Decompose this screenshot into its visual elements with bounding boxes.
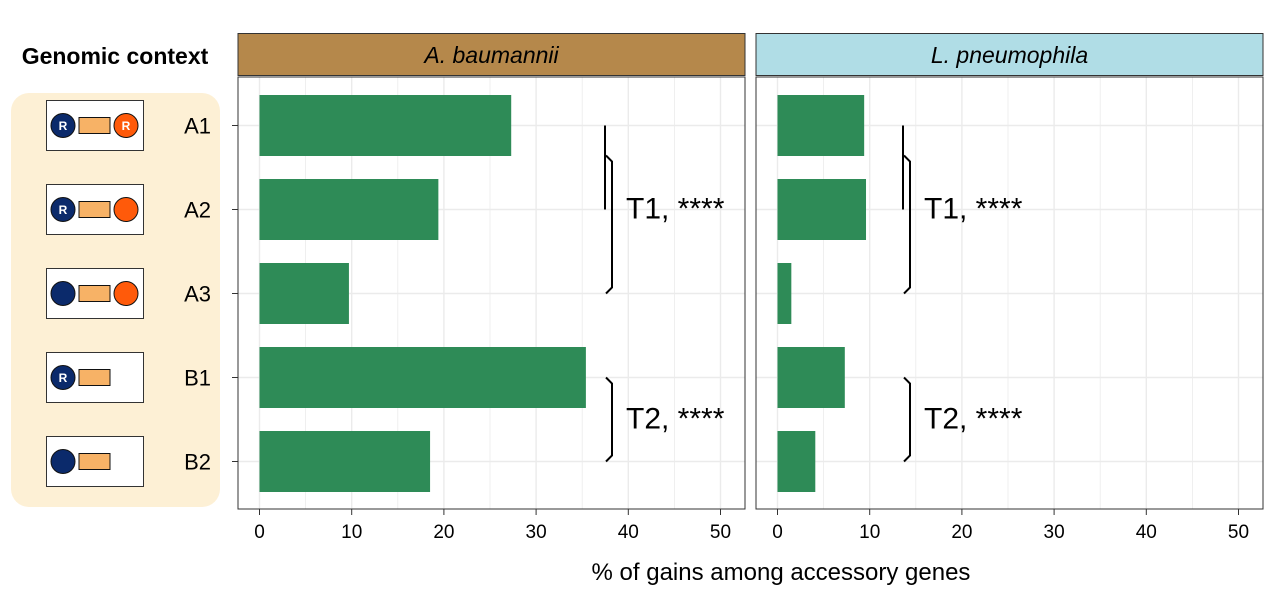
- bar-a3: [259, 263, 349, 324]
- regulator-circle-icon: [50, 449, 76, 474]
- bar-a1: [259, 95, 512, 156]
- gene-rect-icon: [78, 453, 111, 470]
- category-label-a3: A3: [184, 282, 211, 307]
- legend-title: Genomic context: [22, 43, 209, 69]
- significance-annotation-2: T2, ****: [605, 376, 725, 463]
- panel-1: A. baumannii 0 10 20 30 40 50 T1, **** T2, ****: [237, 33, 746, 543]
- bar-a2: [259, 179, 439, 240]
- target-label: R: [122, 119, 131, 133]
- category-label-a2: A2: [184, 198, 211, 223]
- regulator-label: R: [59, 203, 68, 217]
- bar-b1: [777, 347, 845, 408]
- outer-bracket: [605, 376, 613, 463]
- bar-a3: [777, 263, 792, 324]
- panel-2: L. pneumophila 0 10 20 30 40 50 T1, **** T2, ***…: [755, 33, 1264, 543]
- panel-header: [237, 33, 746, 76]
- context-diagram-b1: R: [46, 352, 144, 403]
- regulator-circle-icon: [50, 113, 76, 138]
- bar-b2: [777, 431, 816, 492]
- x-tick-label: 0: [772, 522, 783, 543]
- regulator-label: R: [59, 371, 68, 385]
- panel-title: A. baumannii: [422, 42, 559, 68]
- x-tick-label: 20: [433, 522, 454, 543]
- outer-bracket: [903, 154, 911, 295]
- significance-annotation-1: T1, ****: [604, 125, 725, 295]
- outer-bracket: [605, 154, 613, 295]
- category-label-b1: B1: [184, 366, 211, 391]
- gene-rect-icon: [78, 369, 111, 386]
- regulator-circle-icon: [50, 197, 76, 222]
- x-tick-label: 50: [710, 522, 731, 543]
- gene-rect-icon: [78, 201, 111, 218]
- outer-bracket: [903, 376, 911, 463]
- bar-b1: [259, 347, 586, 408]
- x-tick-label: 10: [341, 522, 362, 543]
- x-tick-label: 30: [526, 522, 547, 543]
- context-diagram-b2: [46, 436, 144, 487]
- panel-border: [237, 76, 746, 510]
- panel-title: L. pneumophila: [931, 42, 1088, 68]
- target-circle-icon: [113, 281, 139, 306]
- target-circle-icon: [113, 197, 139, 222]
- annotation-label: T2, ****: [924, 403, 1023, 436]
- panel-border: [755, 76, 1264, 510]
- x-tick-label: 10: [859, 522, 880, 543]
- bar-a2: [777, 179, 867, 240]
- bar-a1: [777, 95, 865, 156]
- context-diagram-a3: [46, 268, 144, 319]
- x-tick-label: 40: [1136, 522, 1157, 543]
- annotation-label: T1, ****: [924, 193, 1023, 226]
- regulator-label: R: [59, 119, 68, 133]
- significance-annotation-2: T2, ****: [903, 376, 1023, 463]
- x-tick-label: 30: [1044, 522, 1065, 543]
- x-axis-label: % of gains among accessory genes: [592, 559, 971, 586]
- category-label-b2: B2: [184, 450, 211, 475]
- regulator-circle-icon: [50, 281, 76, 306]
- significance-annotation-1: T1, ****: [902, 125, 1023, 295]
- regulator-circle-icon: [50, 365, 76, 390]
- annotation-label: T1, ****: [626, 193, 725, 226]
- panel-header: [755, 33, 1264, 76]
- x-tick-label: 50: [1228, 522, 1249, 543]
- x-tick-label: 20: [951, 522, 972, 543]
- context-diagram-a2: R: [46, 184, 144, 235]
- x-tick-label: 0: [254, 522, 265, 543]
- gene-rect-icon: [78, 285, 111, 302]
- category-label-a1: A1: [184, 114, 211, 139]
- bar-b2: [259, 431, 431, 492]
- x-tick-label: 40: [618, 522, 639, 543]
- target-circle-icon: [113, 113, 139, 138]
- annotation-label: T2, ****: [626, 403, 725, 436]
- gene-rect-icon: [78, 117, 111, 134]
